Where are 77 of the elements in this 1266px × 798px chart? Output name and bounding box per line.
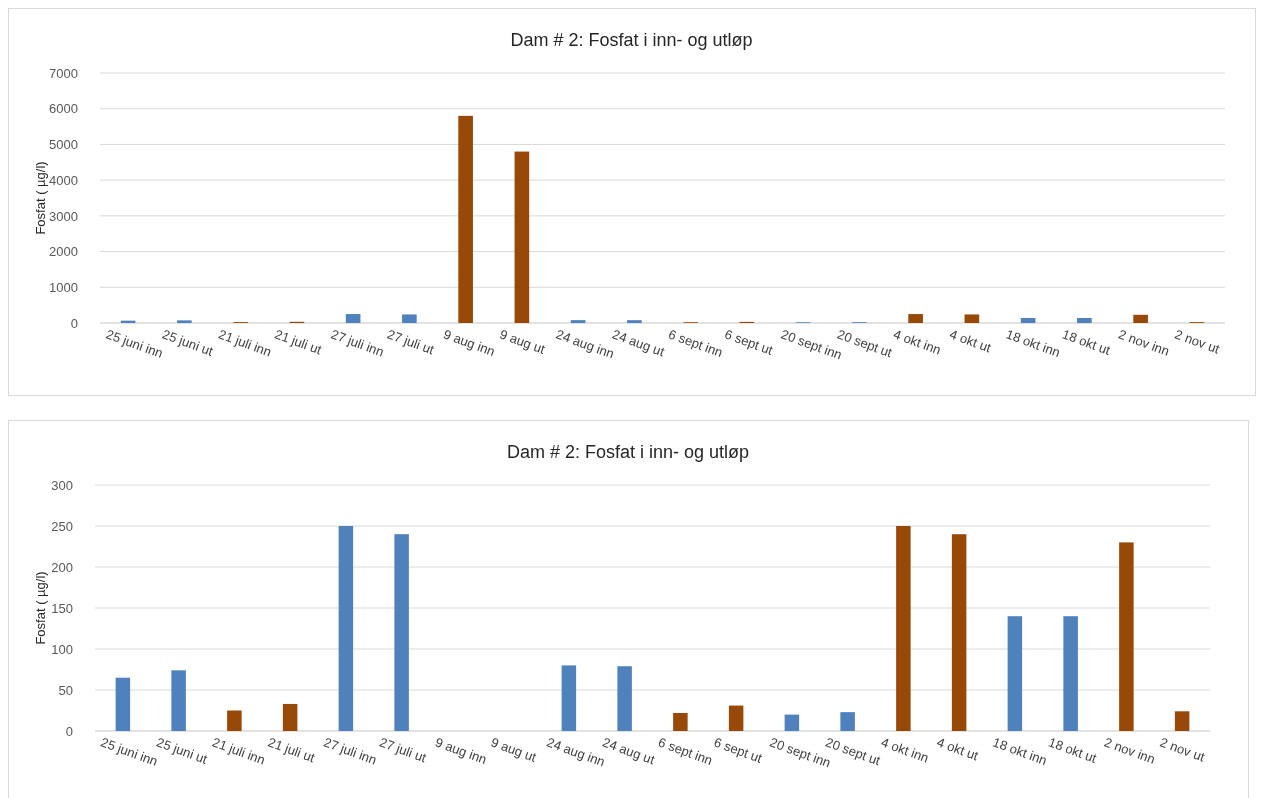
x-tick-label: 21 juli ut: [266, 734, 318, 766]
bar: [115, 677, 131, 731]
bar: [908, 314, 923, 323]
bar: [627, 320, 642, 323]
chart-title: Dam # 2: Fosfat i inn- og utløp: [510, 30, 753, 50]
bar: [227, 710, 242, 731]
y-tick-label: 200: [51, 559, 73, 575]
bar: [617, 666, 632, 731]
x-tick-label: 18 okt ut: [1046, 734, 1099, 766]
y-tick-label: 150: [51, 600, 73, 616]
bar: [458, 115, 473, 323]
bar: [964, 314, 980, 323]
bar: [1007, 616, 1023, 731]
x-tick-label: 9 aug inn: [441, 326, 497, 359]
x-tick-label: 9 aug inn: [433, 734, 489, 767]
y-axis-title: Fosfat ( µg/l): [33, 161, 48, 235]
x-tick-label: 2 nov inn: [1116, 326, 1172, 359]
y-axis-title: Fosfat ( µg/l): [33, 571, 48, 645]
x-tick-label: 27 juli inn: [329, 326, 386, 360]
x-tick-label: 27 juli inn: [321, 734, 379, 768]
x-tick-label: 6 sept ut: [712, 734, 765, 766]
y-tick-label: 2000: [49, 244, 78, 260]
x-tick-label: 9 aug ut: [489, 734, 539, 765]
x-tick-label: 2 nov inn: [1102, 734, 1158, 767]
y-tick-label: 300: [51, 477, 73, 493]
x-tick-label: 21 juli inn: [210, 734, 268, 768]
bar: [402, 314, 417, 323]
bar: [282, 703, 298, 731]
x-tick-label: 6 sept inn: [656, 734, 715, 768]
bar: [171, 670, 186, 731]
bar: [1133, 314, 1148, 323]
y-tick-label: 4000: [49, 172, 78, 188]
y-tick-label: 5000: [49, 137, 78, 153]
chart-title: Dam # 2: Fosfat i inn- og utløp: [506, 442, 750, 462]
bar: [951, 534, 967, 731]
x-tick-label: 4 okt inn: [891, 326, 943, 358]
x-tick-label: 4 okt inn: [879, 734, 931, 766]
x-tick-label: 18 okt inn: [990, 734, 1049, 768]
x-tick-label: 9 aug ut: [497, 326, 548, 357]
bar: [728, 705, 744, 731]
bar: [1063, 616, 1078, 731]
bar: [561, 665, 577, 731]
x-tick-label: 21 juli ut: [272, 326, 324, 358]
x-tick-label: 2 nov ut: [1172, 326, 1222, 357]
x-tick-label: 27 juli ut: [377, 734, 429, 766]
x-tick-label: 4 okt ut: [947, 326, 994, 356]
bar: [1077, 318, 1092, 323]
bar: [570, 320, 586, 323]
bar: [673, 712, 688, 731]
bar: [1174, 711, 1190, 731]
y-tick-label: 100: [51, 641, 73, 657]
bar: [345, 314, 361, 323]
bar: [394, 534, 409, 731]
bar: [896, 526, 911, 731]
bar: [1020, 318, 1036, 323]
y-tick-label: 0: [70, 315, 78, 331]
y-tick-label: 1000: [49, 279, 78, 295]
y-tick-label: 250: [51, 518, 73, 534]
y-tick-label: 0: [65, 723, 73, 739]
y-tick-label: 7000: [49, 65, 78, 81]
bar: [338, 526, 354, 731]
x-tick-label: 2 nov ut: [1158, 734, 1208, 765]
bar: [177, 320, 192, 323]
x-tick-label: 27 juli ut: [385, 326, 437, 358]
x-tick-label: 4 okt ut: [935, 734, 981, 764]
bar: [840, 712, 855, 731]
y-tick-label: 3000: [49, 208, 78, 224]
x-tick-label: 18 okt ut: [1060, 326, 1113, 358]
x-tick-label: 6 sept ut: [722, 326, 776, 358]
bar: [514, 151, 530, 323]
x-tick-label: 6 sept inn: [666, 326, 725, 360]
bar: [784, 714, 800, 731]
x-tick-label: 18 okt inn: [1004, 326, 1063, 360]
x-tick-label: 21 juli inn: [216, 326, 274, 360]
y-tick-label: 6000: [49, 101, 78, 117]
y-tick-label: 50: [58, 682, 73, 698]
bar: [1119, 542, 1134, 731]
